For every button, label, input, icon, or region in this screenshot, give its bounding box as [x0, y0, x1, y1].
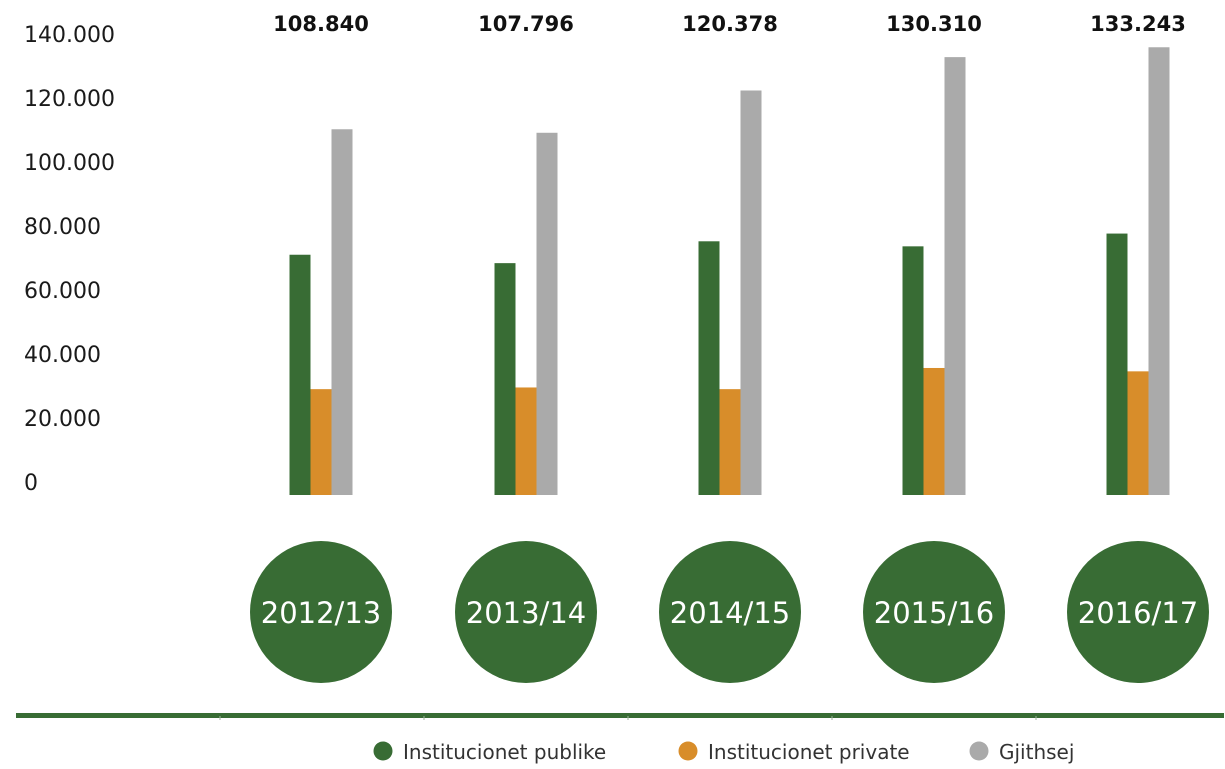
total-label: 133.243 [1090, 12, 1186, 36]
legend-label: Institucionet publike [403, 740, 606, 764]
legend-label: Institucionet private [708, 740, 910, 764]
legend-swatch [969, 741, 989, 761]
total-label: 130.310 [886, 12, 982, 36]
y-tick-label: 120.000 [24, 87, 115, 112]
bar-institucionet-private [719, 389, 741, 495]
y-tick-label: 80.000 [24, 215, 101, 240]
legend: Institucionet publike Institucionet priva… [373, 740, 1074, 764]
bar-gjithsej [536, 132, 558, 495]
total-label: 108.840 [273, 12, 369, 36]
bar-institucionet-private [515, 387, 537, 495]
y-axis: 0 20.000 40.000 60.000 80.000 100.000 120.000 1… [24, 23, 115, 496]
category-circle [1067, 541, 1209, 683]
category-circles: 2012/13 2013/14 2014/15 2015/16 2016/17 [250, 541, 1209, 683]
category-circle [250, 541, 392, 683]
bar-institucionet-publike [1106, 233, 1128, 495]
legend-label: Gjithsej [999, 740, 1074, 764]
bar-institucionet-private [310, 389, 332, 495]
y-tick-label: 100.000 [24, 151, 115, 176]
bar-institucionet-publike [698, 241, 720, 495]
category-label: 2012/13 [261, 596, 381, 630]
bar-institucionet-publike [902, 246, 924, 495]
y-tick-label: 140.000 [24, 23, 115, 48]
bar-gjithsej [740, 90, 762, 496]
baseline-line [16, 713, 1224, 718]
total-label: 107.796 [478, 12, 574, 36]
bar-gjithsej [331, 129, 353, 495]
bar-gjithsej [1148, 47, 1170, 495]
category-label: 2013/14 [466, 596, 586, 630]
category-circle [659, 541, 801, 683]
y-tick-label: 60.000 [24, 279, 101, 304]
category-circle [863, 541, 1005, 683]
category-circle [455, 541, 597, 683]
bar-institucionet-publike [289, 254, 311, 495]
legend-swatch [678, 741, 698, 761]
category-label: 2014/15 [670, 596, 790, 630]
total-labels: 108.840 107.796 120.378 130.310 133.243 [273, 12, 1186, 36]
y-tick-label: 40.000 [24, 343, 101, 368]
bar-institucionet-private [923, 367, 945, 495]
bar-gjithsej [944, 57, 966, 495]
y-tick-label: 0 [24, 471, 38, 496]
bar-institucionet-private [1127, 371, 1149, 495]
legend-swatch [373, 741, 393, 761]
category-label: 2015/16 [874, 596, 994, 630]
bar-institucionet-publike [494, 263, 516, 495]
baseline [16, 713, 1224, 720]
category-label: 2016/17 [1078, 596, 1198, 630]
y-tick-label: 20.000 [24, 407, 101, 432]
total-label: 120.378 [682, 12, 778, 36]
bars [289, 47, 1170, 496]
